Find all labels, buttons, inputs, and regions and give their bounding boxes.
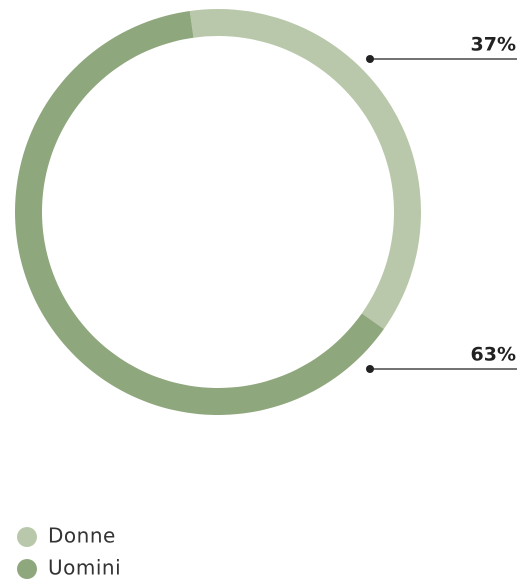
legend-swatch [17, 527, 37, 547]
leader-dot [366, 55, 374, 63]
leader-dot [366, 365, 374, 373]
legend-swatch [17, 559, 37, 579]
value-label: 37% [471, 34, 516, 56]
value-label: 63% [471, 344, 516, 366]
legend-label: Uomini [48, 556, 121, 580]
legend-label: Donne [48, 524, 116, 548]
donut-segment [189, 9, 421, 330]
